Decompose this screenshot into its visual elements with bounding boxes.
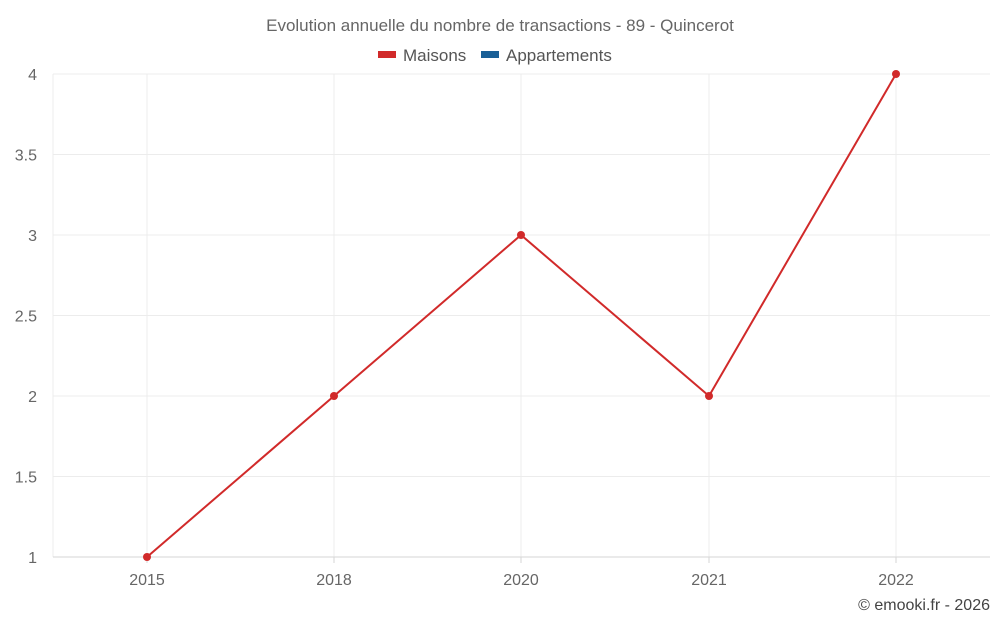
data-point-maisons[interactable] xyxy=(892,70,900,78)
legend-label-appartements: Appartements xyxy=(506,46,612,65)
legend: Maisons Appartements xyxy=(378,46,612,65)
y-tick-label: 2.5 xyxy=(15,309,37,326)
data-point-maisons[interactable] xyxy=(143,553,151,561)
y-tick-label: 2 xyxy=(28,389,37,406)
series xyxy=(143,70,900,561)
legend-swatch-maisons xyxy=(378,51,396,58)
y-tick-label: 3 xyxy=(28,228,37,245)
x-tick-label: 2020 xyxy=(503,572,539,589)
x-tick-label: 2021 xyxy=(691,572,727,589)
legend-swatch-appartements xyxy=(481,51,499,58)
x-tick-label: 2022 xyxy=(878,572,914,589)
y-tick-label: 1 xyxy=(28,550,37,567)
y-tick-label: 3.5 xyxy=(15,148,37,165)
y-axis-ticks: 1 1.5 2 2.5 3 3.5 4 xyxy=(15,67,37,567)
y-tick-label: 1.5 xyxy=(15,470,37,487)
data-point-maisons[interactable] xyxy=(705,392,713,400)
legend-label-maisons: Maisons xyxy=(403,46,466,65)
x-tick-label: 2018 xyxy=(316,572,352,589)
chart-title: Evolution annuelle du nombre de transact… xyxy=(266,16,734,35)
data-point-maisons[interactable] xyxy=(517,231,525,239)
x-axis-ticks: 2015 2018 2020 2021 2022 xyxy=(129,557,914,589)
data-point-maisons[interactable] xyxy=(330,392,338,400)
grid xyxy=(52,73,990,557)
legend-item-appartements[interactable]: Appartements xyxy=(481,46,612,65)
credit-text: © emooki.fr - 2026 xyxy=(858,597,990,614)
legend-item-maisons[interactable]: Maisons xyxy=(378,46,466,65)
x-tick-label: 2015 xyxy=(129,572,165,589)
y-tick-label: 4 xyxy=(28,67,37,84)
